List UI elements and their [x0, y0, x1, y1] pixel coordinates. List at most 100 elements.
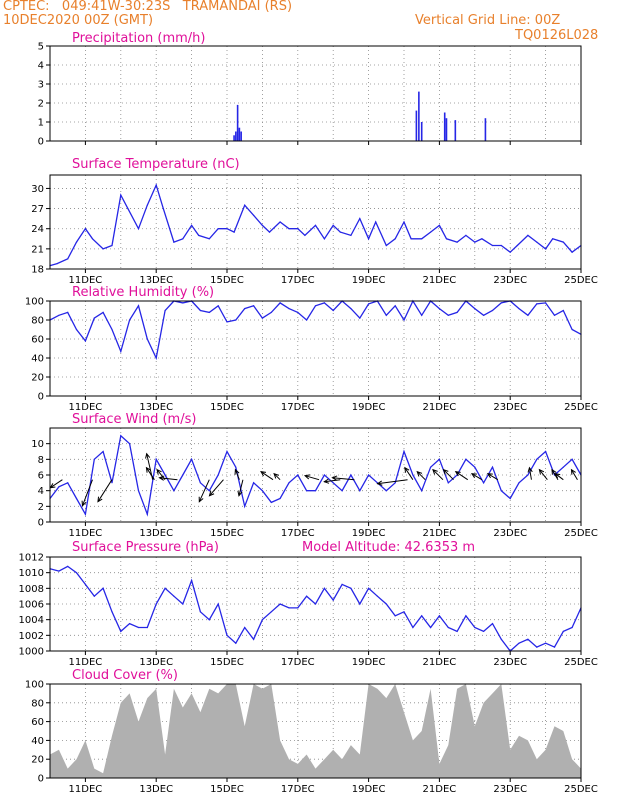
- wind-point: [173, 490, 175, 492]
- temp-point: [491, 244, 494, 247]
- wind-arrow-head: [404, 466, 410, 473]
- wind-arrow: [554, 473, 564, 481]
- pres-point: [518, 642, 520, 644]
- pres-point: [208, 619, 210, 621]
- pres-point: [341, 583, 343, 586]
- xtick-label: 13DEC: [139, 657, 173, 668]
- wind-point: [102, 450, 104, 453]
- wind-arrow-head: [538, 468, 545, 475]
- ytick-label: 24: [31, 224, 44, 235]
- temp-point: [456, 241, 458, 243]
- wind-point: [394, 482, 396, 484]
- rh-point: [306, 319, 308, 321]
- xtick-label: 23DEC: [493, 657, 527, 668]
- pres-point: [545, 642, 547, 644]
- pres-point: [261, 619, 263, 621]
- pres-point: [394, 615, 396, 617]
- wind-point: [137, 490, 140, 492]
- pres-point: [403, 611, 405, 613]
- temp-point: [350, 234, 352, 236]
- wind-series-line: [49, 434, 582, 517]
- rh-point: [438, 308, 440, 310]
- wind-point: [261, 490, 263, 492]
- wind-arrow: [527, 466, 533, 480]
- rh-point: [208, 311, 210, 313]
- temp-point: [332, 224, 334, 226]
- wind-point: [111, 482, 113, 484]
- wind-arrow-head: [273, 472, 279, 479]
- rh-point: [226, 321, 228, 323]
- wind-point: [483, 482, 485, 484]
- panel-title: Surface Wind (m/s): [72, 412, 196, 427]
- pres-point: [191, 579, 193, 582]
- rh-point: [164, 309, 166, 312]
- wind-arrow-shaft: [198, 479, 210, 502]
- wind-point: [447, 482, 449, 484]
- ytick-label: 4: [38, 61, 44, 72]
- ytick-label: 6: [38, 471, 44, 482]
- panel-title: Surface Temperature (nC): [72, 157, 240, 172]
- temp-point: [146, 204, 148, 206]
- wind-arrow: [323, 478, 341, 484]
- pres-point: [155, 603, 157, 605]
- temp-point: [56, 263, 58, 265]
- rh-point: [483, 314, 485, 316]
- temp-point: [481, 238, 483, 240]
- wind-arrow-shaft: [146, 467, 155, 480]
- pres-point: [438, 615, 440, 617]
- xtick-label: 17DEC: [281, 657, 315, 668]
- xtick-label: 23DEC: [493, 275, 527, 286]
- wind-point: [199, 482, 201, 484]
- rh-point: [518, 308, 520, 310]
- panel-frame: [49, 174, 582, 270]
- wind-arrow: [158, 475, 178, 481]
- pres-point: [306, 595, 308, 597]
- wind-arrow: [273, 472, 281, 481]
- pres-point: [527, 638, 529, 640]
- ytick-label: 0: [38, 518, 44, 529]
- wind-arrow-head: [551, 468, 557, 475]
- wind-arrow-head: [260, 471, 267, 477]
- rh-point: [102, 311, 104, 313]
- precip-bar: [445, 118, 448, 141]
- wind-point: [491, 466, 494, 468]
- pres-point: [297, 607, 299, 609]
- pres-point: [173, 595, 175, 597]
- panel-precip: 0 1 2 3 4 5 Precipitation (mm/h): [38, 31, 582, 148]
- pres-point: [332, 599, 334, 601]
- wind-point: [164, 474, 166, 476]
- wind-arrow-head: [416, 470, 423, 477]
- temp-point: [198, 234, 200, 236]
- rh-point: [67, 311, 69, 313]
- ytick-label: 40: [31, 736, 44, 747]
- ytick-label: 8: [38, 455, 44, 466]
- wind-arrow-shaft: [97, 479, 113, 502]
- temp-point: [536, 241, 538, 243]
- temp-point: [162, 208, 164, 210]
- grid-note: Vertical Grid Line: 00Z: [415, 13, 561, 28]
- wind-arrow-head: [158, 475, 165, 481]
- rh-point: [244, 308, 246, 310]
- ytick-label: 0: [38, 392, 44, 403]
- wind-arrow-head: [570, 468, 576, 475]
- rh-point: [368, 303, 370, 305]
- ytick-label: 1010: [19, 568, 44, 579]
- temp-point: [385, 244, 387, 247]
- wind-arrow-shaft: [324, 479, 341, 483]
- pres-point: [491, 623, 494, 625]
- rh-point: [288, 308, 290, 310]
- temp-point: [394, 238, 396, 240]
- xtick-label: 19DEC: [352, 275, 386, 286]
- pres-point: [323, 587, 325, 589]
- xtick-label: 21DEC: [423, 275, 457, 286]
- wind-point: [244, 505, 246, 507]
- panel-temp: 18 21 24 27 30 11DEC 13DEC 15DEC 17DEC 19DEC 21DEC…: [31, 157, 598, 286]
- temp-point: [84, 228, 86, 230]
- wind-arrow-shaft: [487, 473, 499, 481]
- wind-point: [279, 497, 281, 500]
- wind-arrow-head: [81, 500, 87, 507]
- wind-point: [120, 435, 122, 437]
- wind-arrow-head: [554, 473, 561, 479]
- ytick-label: 20: [31, 755, 44, 766]
